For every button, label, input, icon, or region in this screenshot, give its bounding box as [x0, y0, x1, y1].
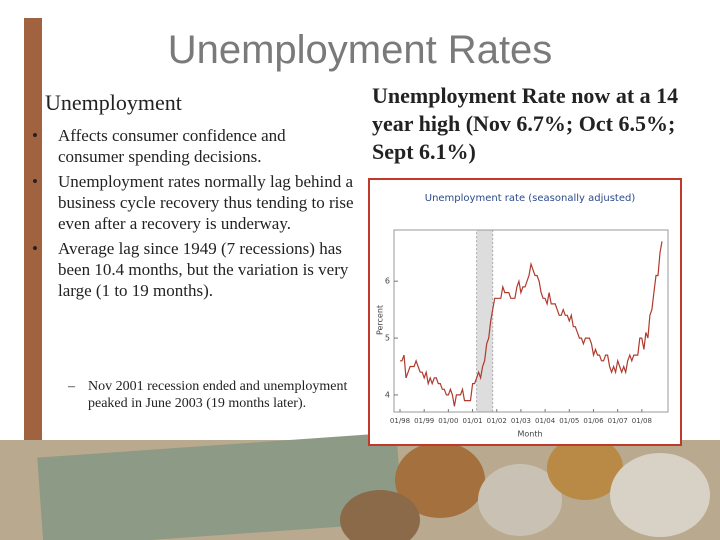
right-heading: Unemployment Rate now at a 14 year high … — [372, 83, 679, 164]
plot-frame — [393, 229, 669, 413]
chart-frame: Unemployment rate (seasonally adjusted) 4… — [368, 178, 682, 446]
x-tick-label: 01/08 — [632, 417, 652, 425]
slide-title: Unemployment Rates — [167, 28, 553, 72]
y-axis-label: Percent — [376, 305, 385, 335]
coin — [547, 436, 623, 500]
sub-bullet: Nov 2001 recession ended and unemploymen… — [68, 378, 356, 412]
x-tick-label: 01/05 — [559, 417, 579, 425]
line — [400, 241, 663, 407]
bullet-list: Affects consumer confidence and consumer… — [32, 125, 354, 305]
chart: Unemployment rate (seasonally adjusted) 4… — [376, 193, 669, 439]
x-tick-label: 01/98 — [390, 417, 410, 425]
bullet: Affects consumer confidence and consumer… — [32, 125, 354, 167]
chart-title: Unemployment rate (seasonally adjusted) — [425, 193, 636, 204]
x-tick-label: 01/00 — [438, 417, 458, 425]
x-tick-label: 01/03 — [511, 417, 531, 425]
coin — [610, 453, 710, 537]
x-tick-label: 01/04 — [535, 417, 556, 425]
coin — [395, 442, 485, 518]
sub-bullet-list: Nov 2001 recession ended and unemploymen… — [68, 378, 356, 412]
left-heading: Unemployment — [45, 90, 182, 115]
banknote — [37, 432, 403, 540]
x-tick-label: 01/99 — [414, 417, 434, 425]
coin — [340, 490, 420, 540]
x-tick-label: 01/07 — [608, 417, 628, 425]
x-axis-label: Month — [517, 430, 542, 439]
x-tick-label: 01/06 — [583, 417, 604, 425]
y-tick-label: 4 — [385, 390, 390, 399]
bullet: Average lag since 1949 (7 recessions) ha… — [32, 238, 354, 301]
bullet: Unemployment rates normally lag behind a… — [32, 171, 354, 234]
x-tick-label: 01/02 — [487, 417, 507, 425]
y-tick-label: 6 — [385, 277, 390, 286]
y-tick-label: 5 — [385, 334, 390, 343]
x-tick-label: 01/01 — [462, 417, 482, 425]
coin — [478, 464, 562, 536]
